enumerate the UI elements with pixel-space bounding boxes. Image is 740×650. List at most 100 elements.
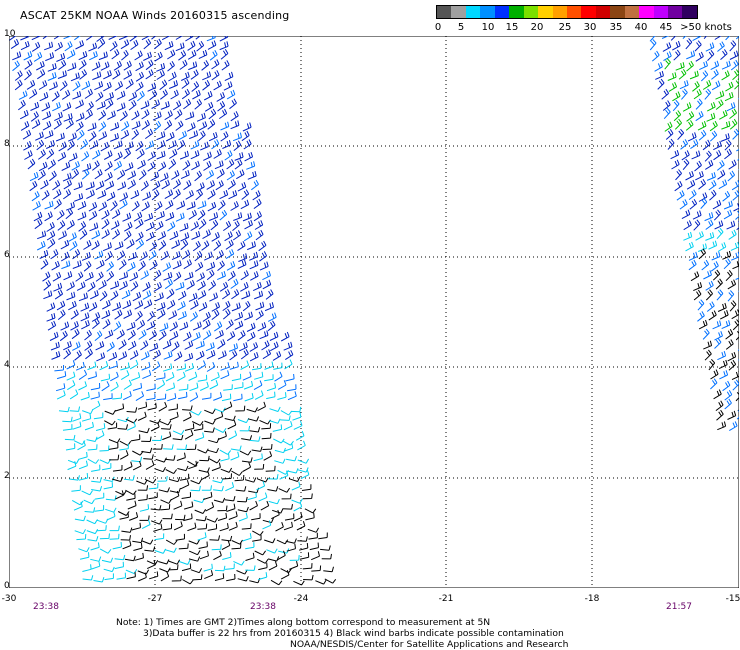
wind-barb — [54, 289, 64, 300]
wind-barb — [137, 401, 148, 410]
wind-barb — [717, 421, 727, 431]
wind-barb — [710, 261, 719, 272]
wind-barb — [178, 384, 189, 391]
wind-barb — [649, 36, 656, 42]
wind-barb — [56, 52, 66, 62]
wind-barb — [241, 435, 253, 441]
wind-barb — [297, 440, 306, 451]
wind-barb — [258, 492, 268, 502]
wind-speed-legend — [436, 5, 698, 19]
wind-barb — [60, 251, 70, 262]
wind-barb — [140, 270, 149, 280]
wind-barb — [153, 282, 162, 292]
lat-label-10: 10 — [4, 29, 16, 39]
wind-barb — [711, 80, 721, 91]
wind-barb — [700, 197, 708, 209]
wind-barb — [176, 200, 186, 210]
wind-barb — [67, 132, 77, 142]
wind-barb — [113, 140, 123, 150]
wind-barb — [213, 149, 222, 159]
wind-barb — [168, 403, 178, 411]
wind-barb — [74, 36, 81, 41]
wind-barb — [123, 379, 132, 390]
wind-barb — [705, 219, 714, 230]
wind-barb — [148, 492, 158, 500]
wind-barb — [91, 464, 101, 472]
wind-barb — [197, 532, 207, 541]
wind-barb — [215, 329, 224, 340]
wind-barb — [106, 261, 115, 272]
wind-barb — [57, 151, 67, 162]
wind-barb — [303, 574, 314, 581]
wind-barb — [139, 504, 150, 512]
wind-barb — [208, 108, 217, 120]
wind-barb — [197, 523, 208, 530]
wind-barb — [101, 229, 110, 240]
wind-barb — [204, 409, 216, 415]
wind-barb — [17, 99, 26, 111]
wind-barb — [667, 138, 675, 150]
wind-barb — [119, 192, 129, 202]
wind-barb — [213, 485, 224, 492]
wind-barb — [110, 371, 119, 382]
wind-barb — [101, 557, 114, 563]
wind-barb — [201, 485, 212, 491]
wind-barb — [224, 231, 233, 242]
wind-barb — [714, 220, 724, 230]
wind-barb — [247, 492, 257, 501]
wind-barb — [231, 539, 243, 545]
wind-barb — [704, 150, 712, 162]
wind-barb — [251, 446, 263, 452]
wind-barb — [286, 543, 296, 552]
wind-barb — [293, 420, 303, 430]
wind-barb — [727, 279, 737, 290]
wind-barb — [70, 321, 79, 331]
wind-barb — [220, 453, 230, 462]
wind-barb — [52, 271, 62, 282]
wind-barb — [225, 249, 235, 260]
wind-barb — [204, 101, 214, 112]
wind-barb — [104, 329, 114, 340]
wind-barb — [269, 331, 279, 341]
wind-barb — [86, 528, 99, 535]
legend-swatch — [653, 6, 668, 18]
wind-barb — [206, 269, 215, 281]
wind-barb — [119, 450, 129, 460]
wind-barb — [134, 50, 143, 61]
wind-barb — [244, 477, 257, 483]
wind-barb — [42, 111, 52, 121]
wind-barb — [222, 300, 231, 312]
wind-barb — [29, 180, 38, 192]
legend-swatch — [624, 6, 640, 18]
wind-barb — [102, 463, 112, 471]
wind-barb — [262, 444, 273, 450]
wind-barb — [64, 41, 73, 52]
wind-barb — [63, 36, 73, 40]
wind-barb — [280, 410, 293, 416]
wind-barb — [113, 60, 122, 71]
wind-barb — [157, 231, 167, 241]
legend-swatch — [682, 6, 697, 18]
wind-barb — [134, 552, 144, 561]
wind-barb — [58, 230, 67, 240]
wind-barb — [38, 80, 48, 90]
wind-barb — [220, 121, 230, 131]
wind-barb — [729, 108, 738, 119]
wind-barb — [285, 538, 297, 544]
wind-barb — [101, 209, 110, 220]
wind-barb — [206, 261, 216, 271]
wind-barb — [79, 552, 90, 560]
wind-barb — [715, 99, 724, 110]
wind-barb — [179, 150, 189, 160]
wind-barb — [226, 573, 236, 582]
wind-barb — [137, 572, 147, 582]
wind-barb — [307, 527, 320, 533]
wind-barb — [233, 393, 243, 402]
wind-barb — [719, 370, 729, 380]
legend-label: 40 — [634, 22, 648, 33]
wind-barb — [117, 169, 126, 180]
wind-barb — [110, 200, 118, 212]
wind-barb — [258, 572, 268, 581]
wind-barb — [126, 571, 136, 580]
legend-swatch — [566, 6, 582, 18]
